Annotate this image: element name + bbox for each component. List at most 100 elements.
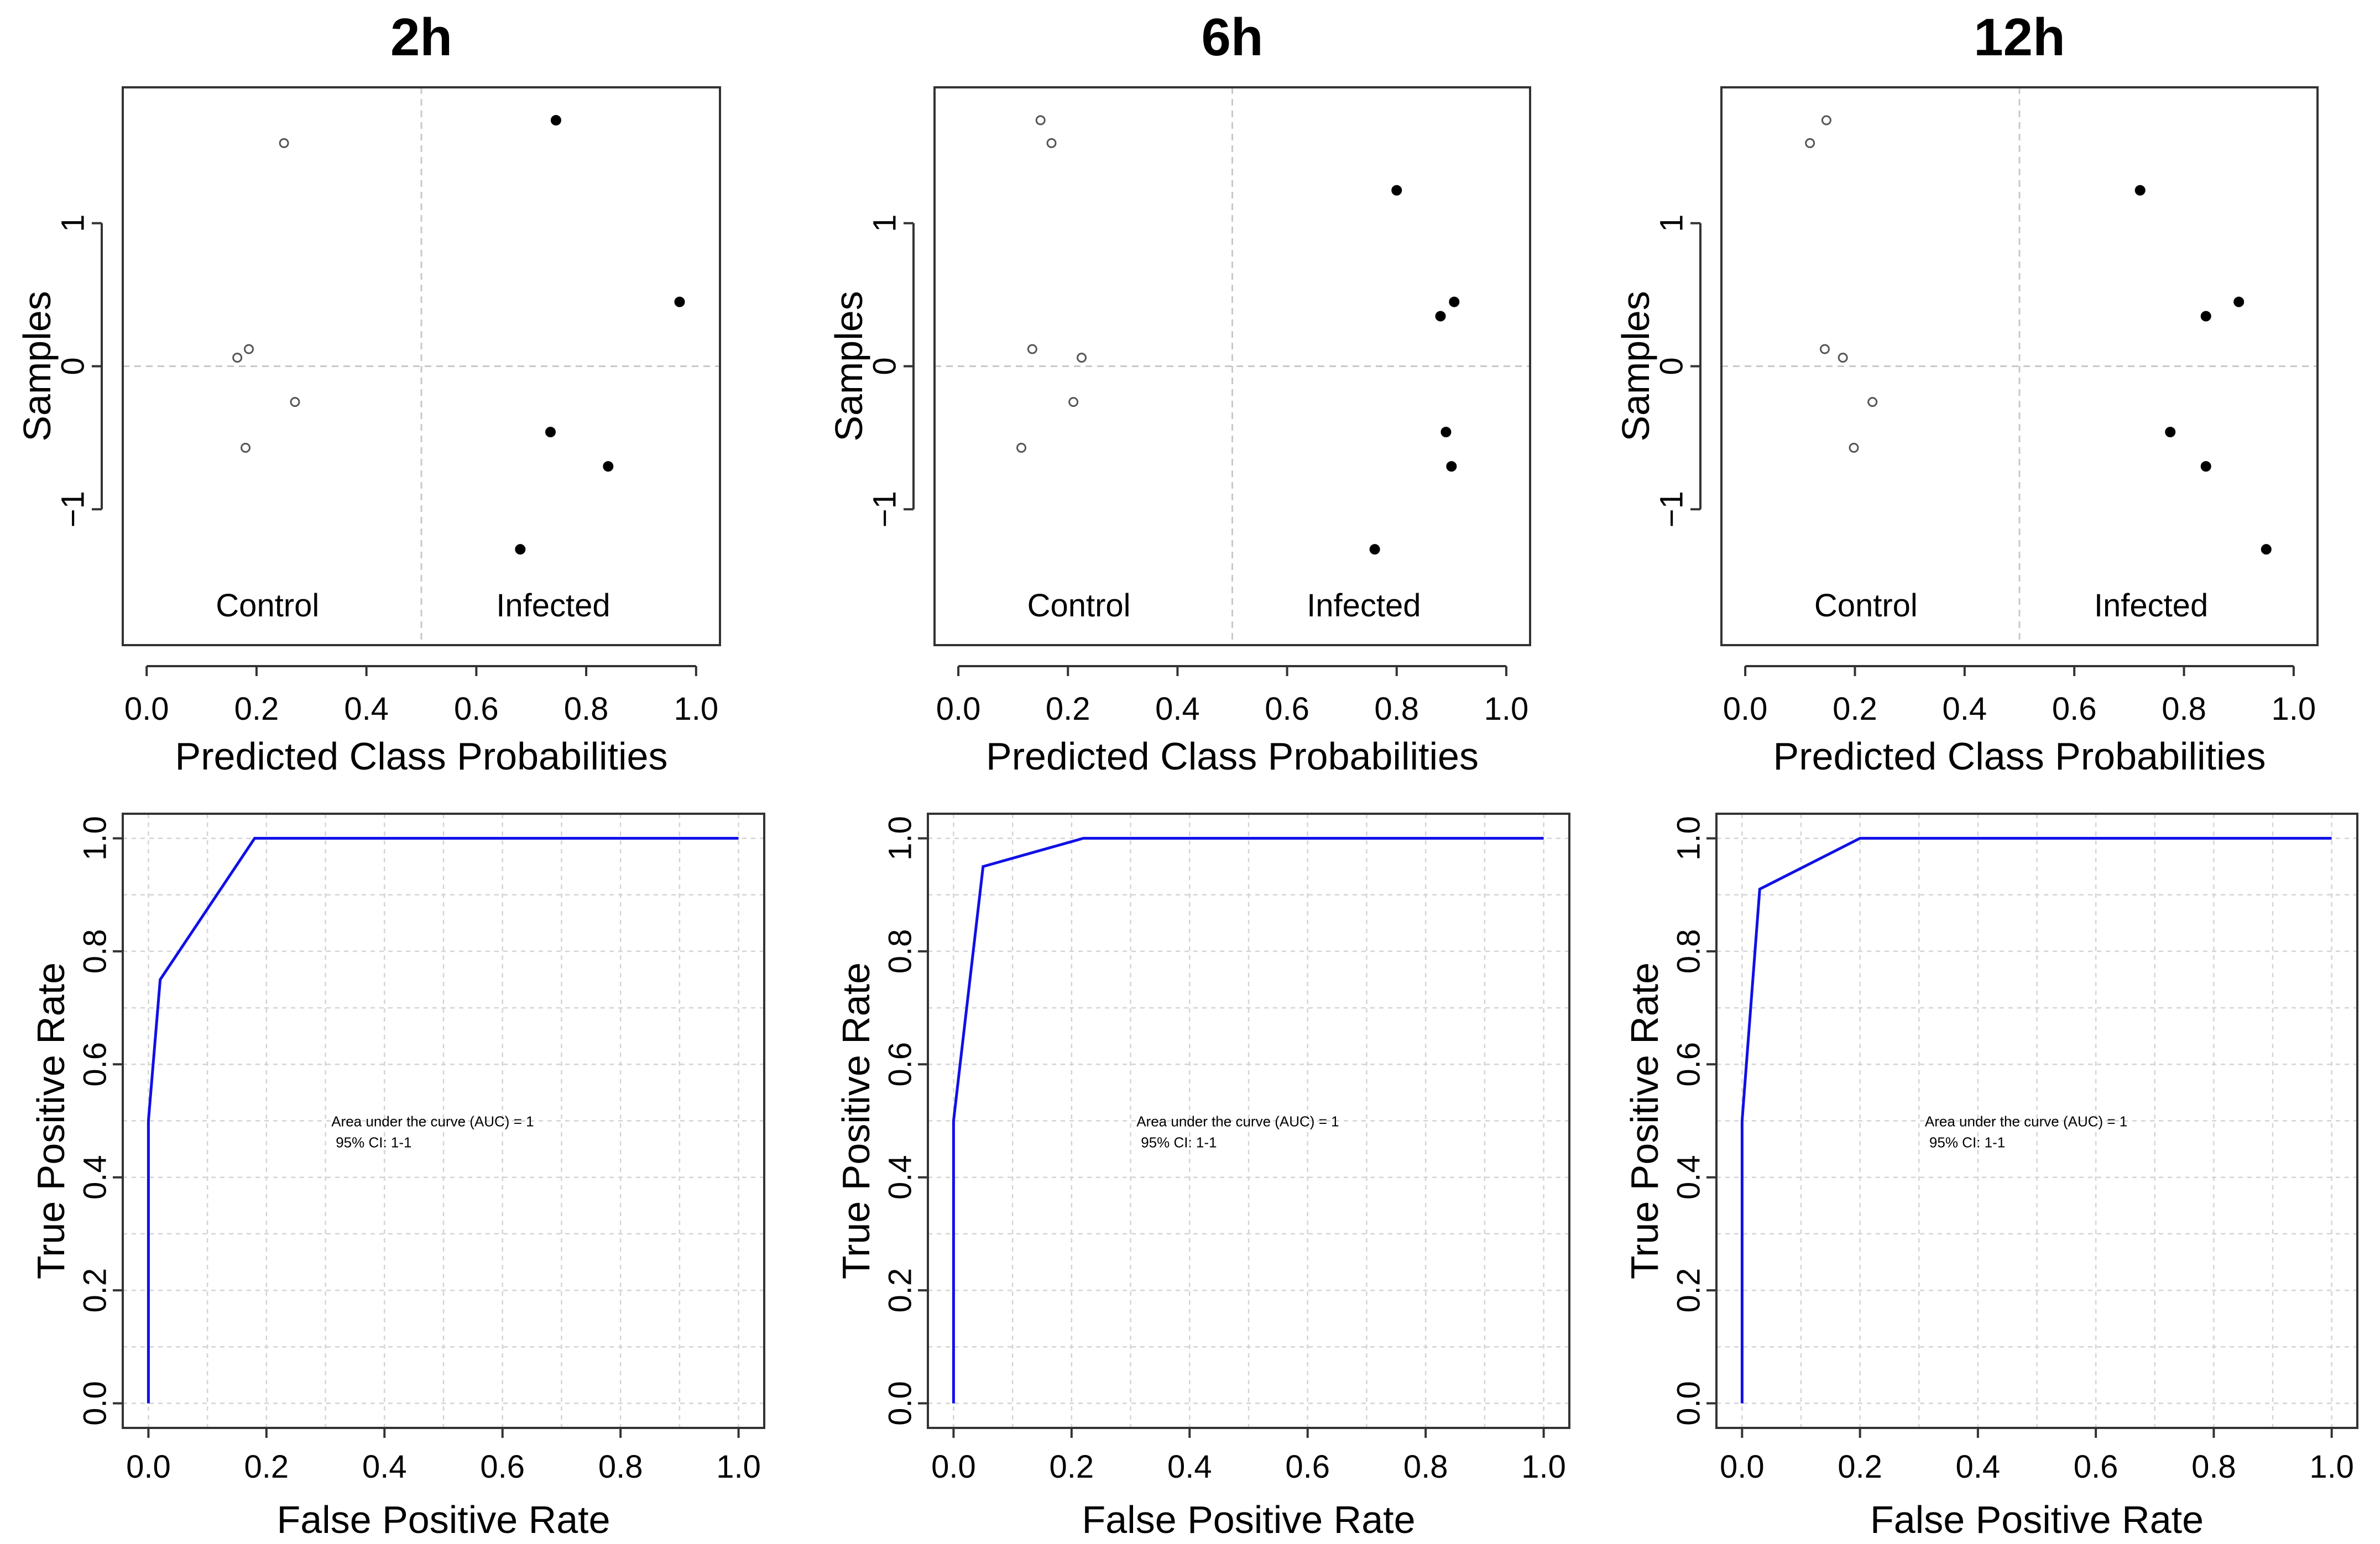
y-tick-label: 0.6 [77,1042,113,1087]
x-tick-label: 0.8 [2191,1449,2236,1485]
control-point [232,352,243,363]
control-point [1046,138,1057,148]
infected-point [545,427,556,438]
auc-annotation: Area under the curve (AUC) = 1 [1136,1113,1339,1130]
x-axis-label: False Positive Rate [1870,1498,2204,1541]
roc-panel-0: 0.0 0.2 0.4 0.6 0.8 1.0 0.0 0.2 0.4 0.6 0.8 1.0 Fals… [29,813,765,1541]
infected-point [515,544,526,555]
y-tick-label: 0.8 [883,929,918,974]
x-tick-label: 0.2 [1050,1449,1094,1485]
y-tick-label: 1.0 [77,816,113,861]
control-region-label: Control [1814,588,1918,624]
x-tick-label: 0.2 [1046,691,1090,727]
y-tick-label: 1 [1654,214,1690,232]
plot-frame [1715,813,2358,1429]
x-tick-label: 1.0 [2272,691,2316,727]
y-tick-label: −1 [1654,491,1690,527]
roc-curve [1740,836,2332,1404]
infected-region-label: Infected [496,588,610,624]
infected-point [1369,544,1380,555]
infected-point [603,461,614,472]
infected-point [2134,185,2146,196]
y-tick-label: 0.4 [883,1155,918,1200]
infected-point [1446,461,1457,472]
control-point [1805,138,1815,148]
y-tick-label: 0.8 [77,929,113,974]
y-tick-label: 0.4 [1671,1155,1707,1200]
y-tick-label: 0.0 [883,1381,918,1426]
y-tick-label: 0 [1654,357,1690,375]
y-axis-label: Samples [15,291,59,441]
plot-frame [927,813,1570,1429]
y-tick-label: 0.2 [883,1268,918,1313]
infected-point [2261,544,2272,555]
x-axis-label: Predicted Class Probabilities [986,735,1479,778]
x-tick-label: 0.4 [362,1449,407,1485]
y-tick-label: 0 [55,357,91,375]
control-point [244,344,254,354]
y-axis-label: Samples [1614,291,1657,441]
control-point [1821,115,1831,125]
plot-frame [1720,86,2319,646]
infected-point [2200,461,2211,472]
y-axis-label: Samples [827,291,870,441]
x-tick-label: 1.0 [674,691,718,727]
x-tick-label: 0.6 [454,691,499,727]
x-tick-label: 0.0 [124,691,169,727]
control-point [1077,352,1087,363]
infected-point [2200,311,2211,322]
y-tick-label: 0.0 [77,1381,113,1426]
x-tick-label: 0.8 [1374,691,1419,727]
y-tick-label: 1.0 [1671,816,1707,861]
x-tick-label: 0.4 [1956,1449,2001,1485]
infected-region-label: Infected [2094,588,2208,624]
auc-annotation: Area under the curve (AUC) = 1 [331,1113,534,1130]
y-tick-label: 0.4 [77,1155,113,1200]
y-tick-label: 0.0 [1671,1381,1707,1426]
y-tick-label: −1 [55,491,91,527]
ci-annotation: 95% CI: 1-1 [336,1134,411,1151]
x-tick-label: 0.8 [564,691,609,727]
y-axis-label: True Positive Rate [1623,962,1666,1279]
control-point [1027,344,1037,354]
x-tick-label: 0.6 [1265,691,1309,727]
x-tick-label: 0.0 [1720,1449,1765,1485]
control-point [290,397,300,407]
x-tick-label: 1.0 [2309,1449,2354,1485]
x-tick-label: 0.0 [1723,691,1768,727]
control-point [1867,397,1878,407]
panel-title: 6h [1201,8,1263,67]
control-point [279,138,289,148]
infected-point [550,115,561,126]
x-axis-label: Predicted Class Probabilities [1773,735,2266,778]
x-tick-label: 1.0 [716,1449,761,1485]
x-tick-label: 1.0 [1484,691,1529,727]
infected-point [1391,185,1402,196]
x-tick-label: 0.2 [1838,1449,1882,1485]
infected-point [1440,427,1452,438]
x-tick-label: 0.4 [1943,691,1987,727]
infected-point [1449,296,1460,307]
control-point [1819,344,1830,354]
x-tick-label: 0.2 [234,691,279,727]
roc-curve [952,836,1544,1404]
y-tick-label: 0.6 [1671,1042,1707,1087]
x-tick-label: 0.2 [244,1449,289,1485]
scatter-panel-2h: 2h 0.0 0.2 0.4 0.6 0.8 1.0 −1 0 1 Predicted Class … [15,8,721,778]
scatter-panel-12h: 12h 0.0 0.2 0.4 0.6 0.8 1.0 −1 0 1 Predicted Class… [1614,8,2319,778]
plot-frame [122,813,765,1429]
x-tick-label: 0.4 [1155,691,1200,727]
y-tick-label: 0 [867,357,903,375]
panel-title: 12h [1974,8,2065,67]
control-point [1016,442,1027,453]
control-point [1849,442,1859,453]
y-tick-label: −1 [867,491,903,527]
infected-point [1435,311,1446,322]
ci-annotation: 95% CI: 1-1 [1929,1134,2005,1151]
infected-region-label: Infected [1307,588,1421,624]
control-region-label: Control [1027,588,1131,624]
infected-point [2233,296,2245,307]
roc-panel-1: 0.0 0.2 0.4 0.6 0.8 1.0 0.0 0.2 0.4 0.6 0.8 1.0 Fals… [834,813,1570,1541]
y-tick-label: 1 [867,214,903,232]
